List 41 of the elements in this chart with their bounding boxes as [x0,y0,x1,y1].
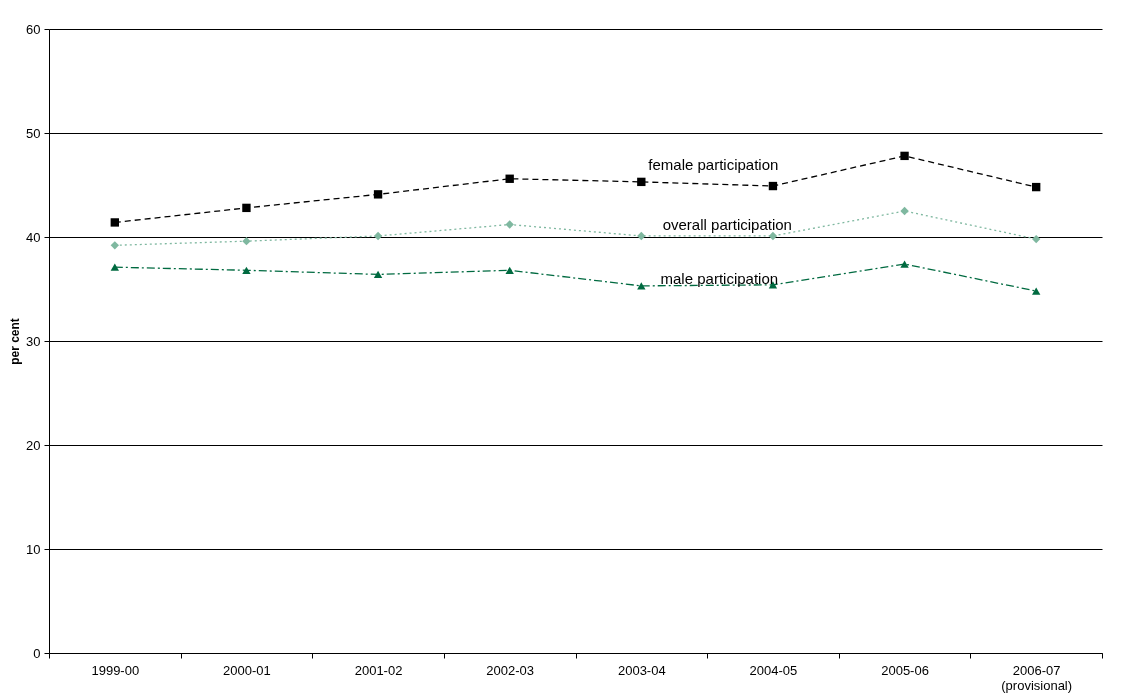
y-tick-label: 30 [26,333,41,349]
point [768,181,778,191]
x-tick-label: 1999-00 [91,662,140,678]
series-label: female participation [648,155,779,173]
x-tick-label: 2006-07 (provisional) [1001,662,1073,693]
y-tick-label: 60 [26,21,41,37]
point [637,231,646,241]
series-label: male participation [660,269,779,287]
point [110,241,119,250]
x-tick-label: 2003-04 [617,662,666,678]
x-tick-label: 2002-03 [486,662,535,678]
point [1032,234,1041,244]
point [637,177,646,187]
point [505,174,514,183]
y-tick-label: 0 [33,645,41,661]
y-tick-label: 10 [26,541,41,557]
point [373,231,383,241]
x-tick-label: 2005-06 [881,662,929,678]
point [505,220,514,229]
point [900,206,909,216]
point [110,218,119,227]
point [242,203,251,213]
y-tick-label: 20 [26,437,41,453]
point [242,236,251,246]
series-label: overall participation [662,215,792,233]
point [1032,182,1041,192]
y-tick-label: 50 [26,125,41,141]
point [637,282,646,290]
y-axis-title: per cent [8,318,23,365]
x-tick-label: 2001-02 [354,662,403,678]
x-tick-label: 2004-05 [749,662,798,678]
point [900,260,909,268]
point [110,263,119,271]
y-tick-label: 40 [26,229,41,245]
point [242,266,251,274]
point [505,266,514,274]
point [900,151,909,161]
point [373,270,383,279]
x-tick-label: 2000-01 [223,662,271,678]
point [1032,287,1041,295]
point [373,190,383,199]
